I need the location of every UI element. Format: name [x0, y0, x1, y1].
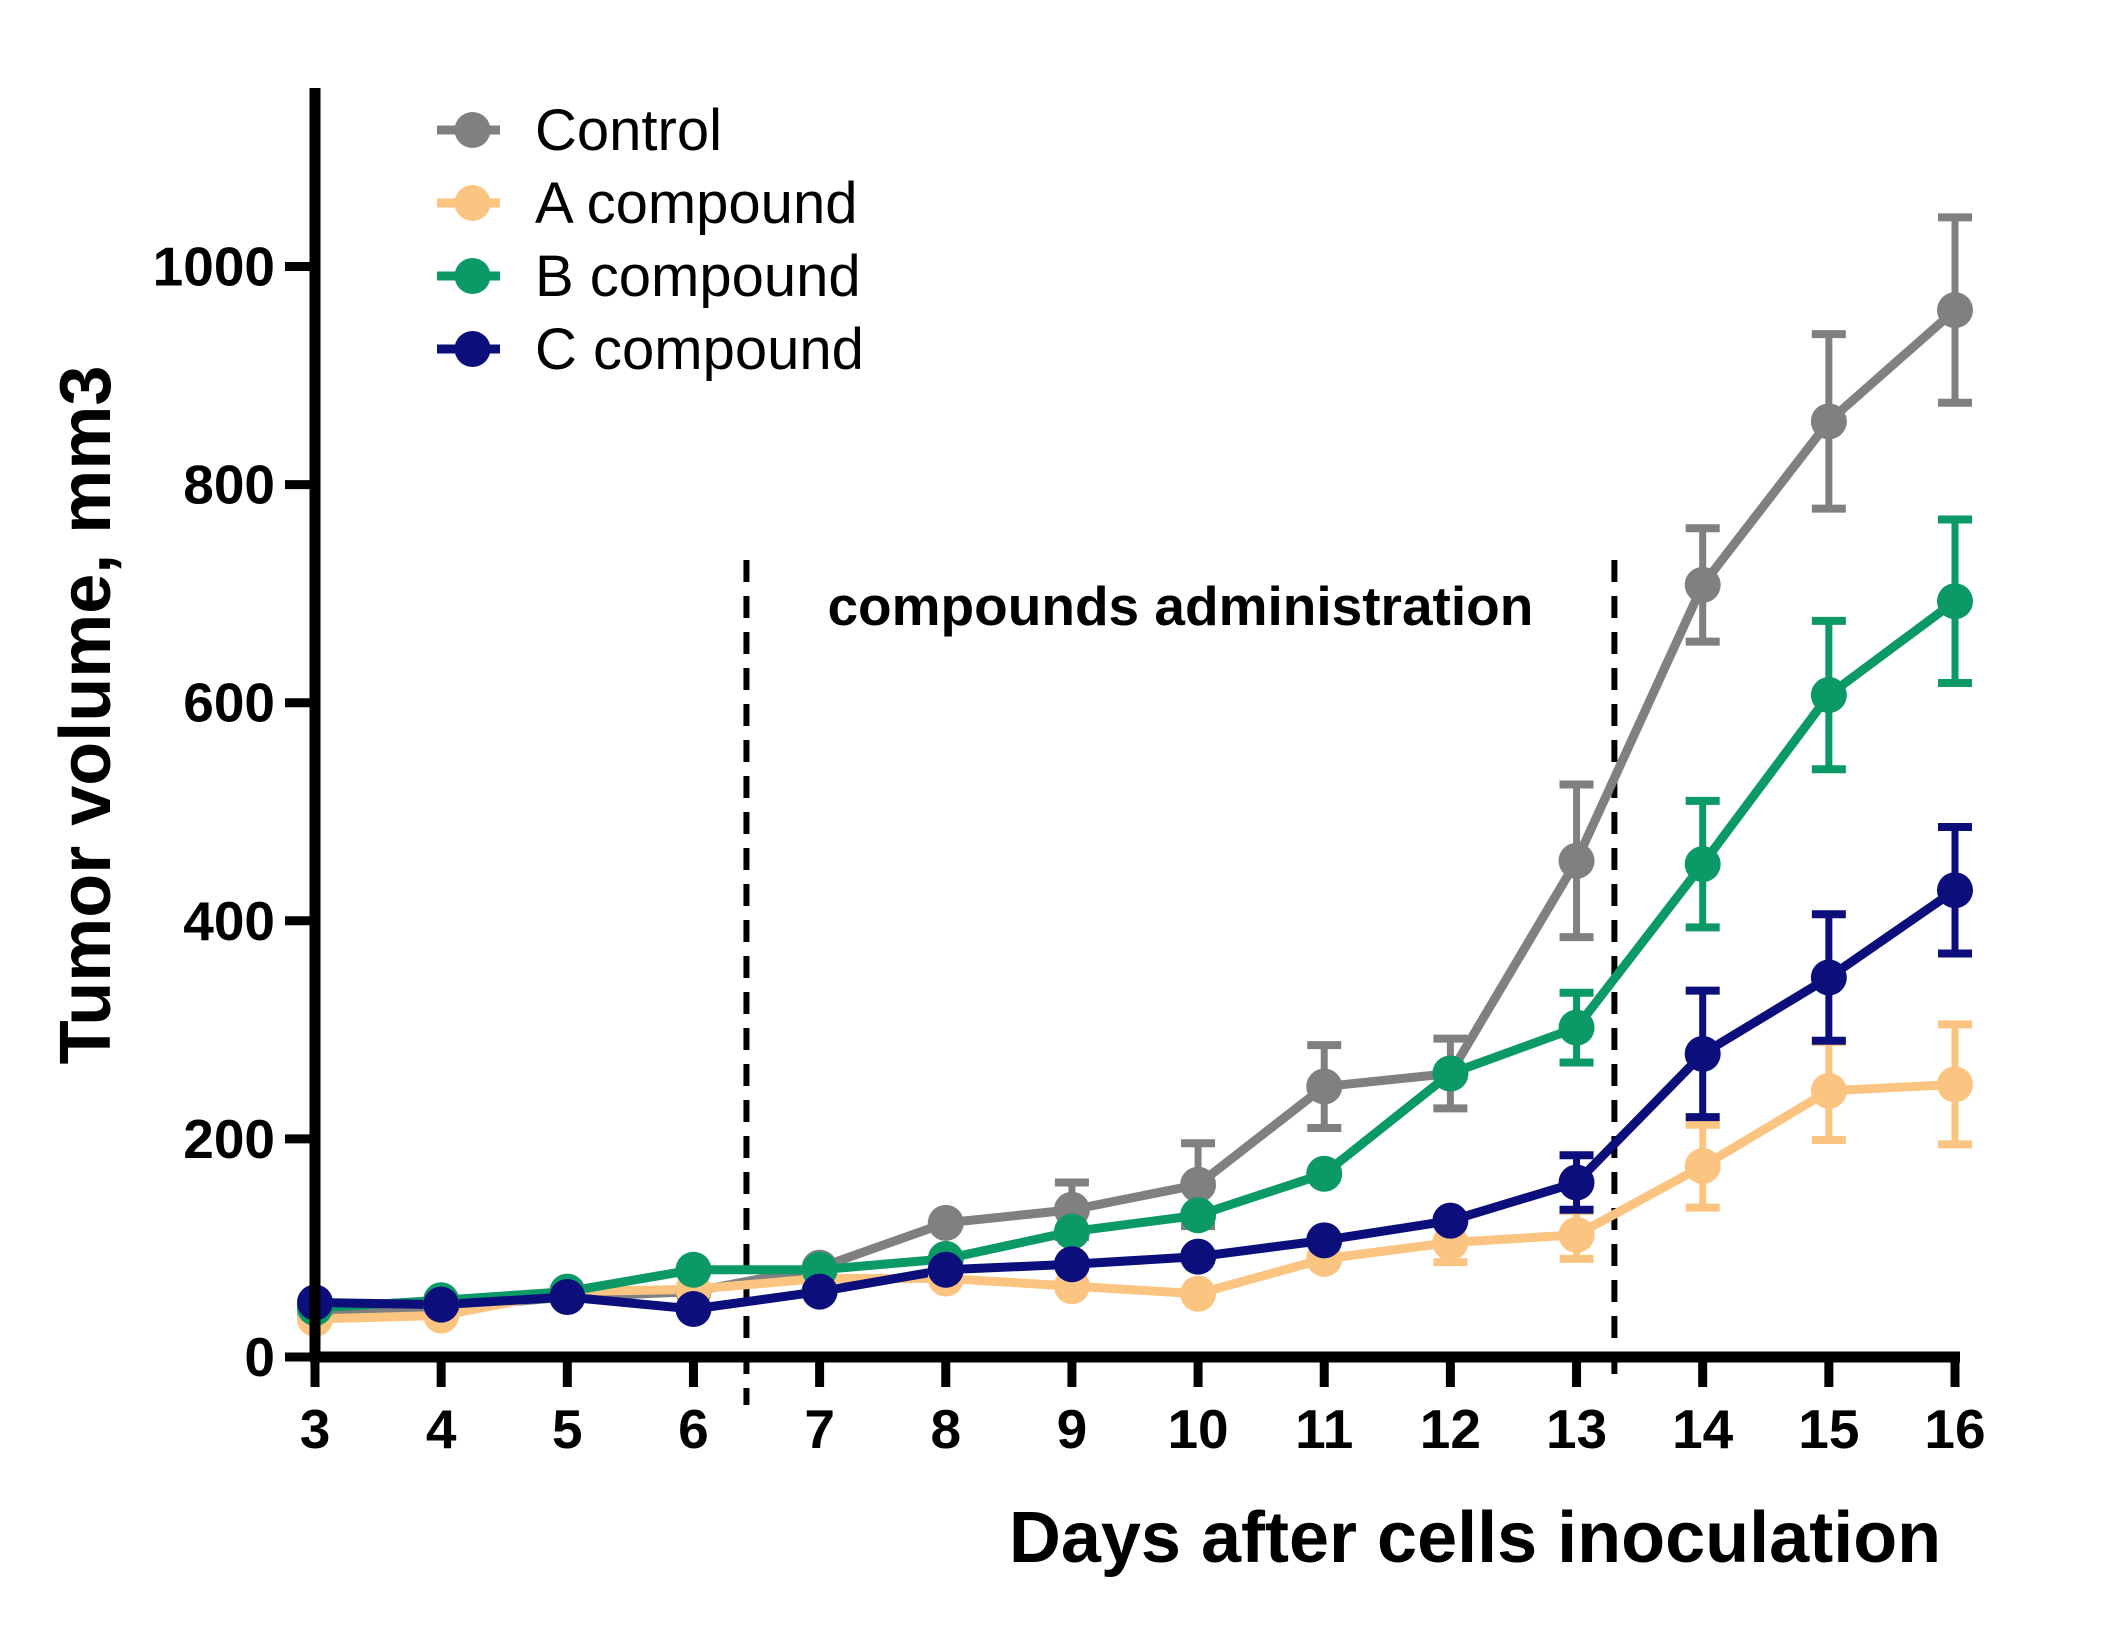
data-point [675, 1291, 712, 1328]
x-axis-title: Days after cells inoculation [1009, 1498, 1941, 1578]
legend-label: A compound [535, 171, 857, 236]
legend-marker [454, 258, 491, 294]
data-point [1053, 1213, 1090, 1250]
data-point [1937, 872, 1973, 909]
x-tick-label: 4 [426, 1398, 457, 1460]
series-line-3 [314, 886, 1958, 1314]
y-tick-label: 0 [244, 1326, 275, 1388]
data-point [1432, 1055, 1469, 1092]
data-point [927, 1251, 964, 1288]
data-point [1810, 959, 1847, 996]
x-tick-label: 13 [1546, 1398, 1607, 1460]
data-point [1558, 1164, 1595, 1201]
data-point [1053, 1246, 1090, 1283]
legend-label: C compound [535, 317, 864, 382]
y-tick-label: 800 [183, 454, 275, 516]
x-tick-label: 7 [804, 1398, 835, 1460]
x-tick-label: 9 [1057, 1398, 1088, 1460]
y-tick-label: 200 [183, 1108, 275, 1170]
legend-marker [454, 331, 491, 367]
data-point [1180, 1166, 1217, 1203]
x-tick-label: 6 [678, 1398, 709, 1460]
x-tick-label: 14 [1672, 1398, 1734, 1460]
data-point [1810, 403, 1847, 440]
data-point [1937, 1066, 1973, 1103]
data-point [1684, 1148, 1721, 1185]
data-point [1558, 1216, 1595, 1253]
data-point [1937, 583, 1973, 620]
y-tick-label: 600 [183, 672, 275, 734]
data-point [1306, 1155, 1343, 1192]
legend-marker [454, 112, 491, 148]
x-tick-label: 15 [1798, 1398, 1859, 1460]
y-tick-label: 1000 [153, 235, 275, 297]
data-point [1684, 846, 1721, 883]
data-point [549, 1279, 586, 1316]
data-point [1937, 292, 1973, 329]
data-point [1684, 566, 1721, 603]
annotation-label: compounds administration [827, 575, 1533, 637]
data-point [675, 1251, 712, 1288]
x-tick-label: 5 [552, 1398, 583, 1460]
y-axis-title: Tumor volume, mm3 [46, 366, 126, 1065]
data-point [1432, 1202, 1469, 1239]
x-tick-label: 16 [1924, 1398, 1985, 1460]
x-tick-label: 8 [930, 1398, 961, 1460]
data-point [1810, 1072, 1847, 1109]
data-point [1684, 1035, 1721, 1072]
series-line-2 [314, 597, 1958, 1313]
data-point [1558, 1009, 1595, 1046]
data-point [927, 1204, 964, 1241]
data-point [423, 1286, 460, 1323]
x-tick-label: 3 [300, 1398, 331, 1460]
data-point [1306, 1068, 1343, 1105]
legend-label: B compound [535, 244, 861, 309]
data-point [1180, 1275, 1217, 1312]
x-tick-label: 10 [1167, 1398, 1228, 1460]
data-point [1306, 1222, 1343, 1259]
data-point [1180, 1197, 1217, 1234]
data-point [801, 1273, 838, 1310]
x-tick-label: 11 [1295, 1398, 1353, 1460]
legend-marker [454, 185, 491, 221]
legend-label: Control [535, 98, 722, 163]
y-tick-label: 400 [183, 890, 275, 952]
data-point [1180, 1238, 1217, 1275]
data-point [1810, 677, 1847, 714]
data-point [1558, 842, 1595, 879]
x-tick-label: 12 [1420, 1398, 1481, 1460]
